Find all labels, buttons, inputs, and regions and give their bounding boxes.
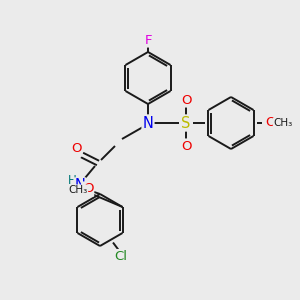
Text: O: O [181, 140, 191, 152]
Text: CH₃: CH₃ [273, 118, 292, 128]
Text: CH₃: CH₃ [68, 185, 88, 195]
Text: N: N [142, 116, 153, 130]
Text: F: F [144, 34, 152, 46]
Text: Cl: Cl [115, 250, 128, 263]
Text: S: S [181, 116, 191, 130]
Text: O: O [83, 182, 93, 196]
Text: O: O [266, 116, 276, 130]
Text: O: O [71, 142, 81, 155]
Text: H: H [68, 173, 76, 187]
Text: N: N [75, 178, 86, 194]
Text: O: O [181, 94, 191, 106]
